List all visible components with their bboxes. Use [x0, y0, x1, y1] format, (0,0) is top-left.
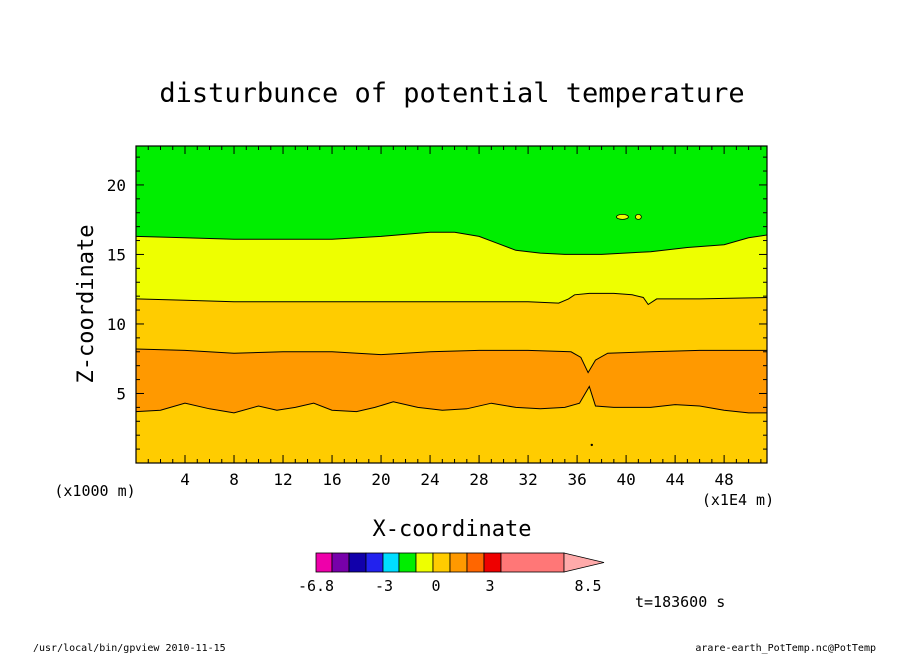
- feature-dot-bottom: [590, 443, 593, 447]
- colorbar: [315, 552, 605, 573]
- x-tick-label: 8: [229, 470, 239, 489]
- x-tick-label: 40: [616, 470, 635, 489]
- contour-line-c4: [135, 231, 768, 255]
- contour-line-c1: [135, 385, 767, 414]
- x-axis-label: X-coordinate: [373, 517, 532, 542]
- time-label: t=183600 s: [635, 593, 725, 611]
- colorbar-swatch: [466, 552, 485, 573]
- plot-frame: [135, 145, 768, 464]
- x-tick-label: 32: [518, 470, 537, 489]
- colorbar-label: -6.8: [298, 577, 334, 595]
- colorbar-label: 0: [431, 577, 440, 595]
- axis-ticks: [136, 146, 767, 463]
- x-tick-label: 16: [322, 470, 341, 489]
- colorbar-swatch: [382, 552, 400, 573]
- colorbar-swatch: [331, 552, 350, 573]
- x-tick-label: 24: [420, 470, 439, 489]
- chart-title: disturbunce of potential temperature: [159, 78, 744, 109]
- colorbar-swatch: [500, 552, 565, 573]
- plot-area: [135, 145, 768, 464]
- x-unit-label: (x1E4 m): [702, 491, 774, 509]
- y-tick-label: 15: [107, 245, 126, 264]
- feature-blob-yellow-small: [634, 214, 642, 220]
- x-tick-label: 12: [273, 470, 292, 489]
- y-tick-label: 10: [107, 315, 126, 334]
- colorbar-label: -3: [375, 577, 393, 595]
- colorbar-swatch: [348, 552, 367, 573]
- y-axis-label: Z-coordinate: [74, 225, 99, 384]
- y-tick-labels: 5 10 15 20: [107, 176, 126, 404]
- contour-bands: [136, 146, 767, 463]
- contour-line-c3: [135, 292, 768, 306]
- colorbar-swatch: [483, 552, 502, 573]
- colorbar-label: 8.5: [574, 577, 601, 595]
- contour-features: [590, 214, 642, 447]
- x-tick-label: 48: [714, 470, 733, 489]
- x-tick-label: 28: [469, 470, 488, 489]
- z-unit-label: (x1000 m): [54, 482, 135, 500]
- x-tick-labels: 4 8 12 16 20 24 28 32 36 40 44 48: [180, 470, 734, 489]
- footer-right: arare-earth_PotTemp.nc@PotTemp: [695, 643, 876, 654]
- feature-blob-yellow: [616, 214, 629, 220]
- colorbar-swatch: [315, 552, 333, 573]
- colorbar-labels: -6.8 -3 0 3 8.5: [298, 577, 602, 595]
- y-tick-label: 20: [107, 176, 126, 195]
- x-tick-label: 44: [665, 470, 684, 489]
- colorbar-swatch: [398, 552, 417, 573]
- colorbar-swatch: [432, 552, 451, 573]
- x-tick-label: 4: [180, 470, 190, 489]
- band-4: [136, 146, 767, 255]
- colorbar-swatch: [365, 552, 384, 573]
- colorbar-extend-arrow: [563, 552, 605, 573]
- x-tick-label: 20: [371, 470, 390, 489]
- colorbar-swatch: [449, 552, 468, 573]
- y-tick-label: 5: [116, 384, 126, 403]
- colorbar-swatch: [415, 552, 434, 573]
- contour-line-c2: [135, 348, 767, 374]
- contour-lines: [135, 231, 768, 414]
- x-tick-label: 36: [567, 470, 586, 489]
- footer-left: /usr/local/bin/gpview 2010-11-15: [33, 643, 226, 654]
- colorbar-label: 3: [485, 577, 494, 595]
